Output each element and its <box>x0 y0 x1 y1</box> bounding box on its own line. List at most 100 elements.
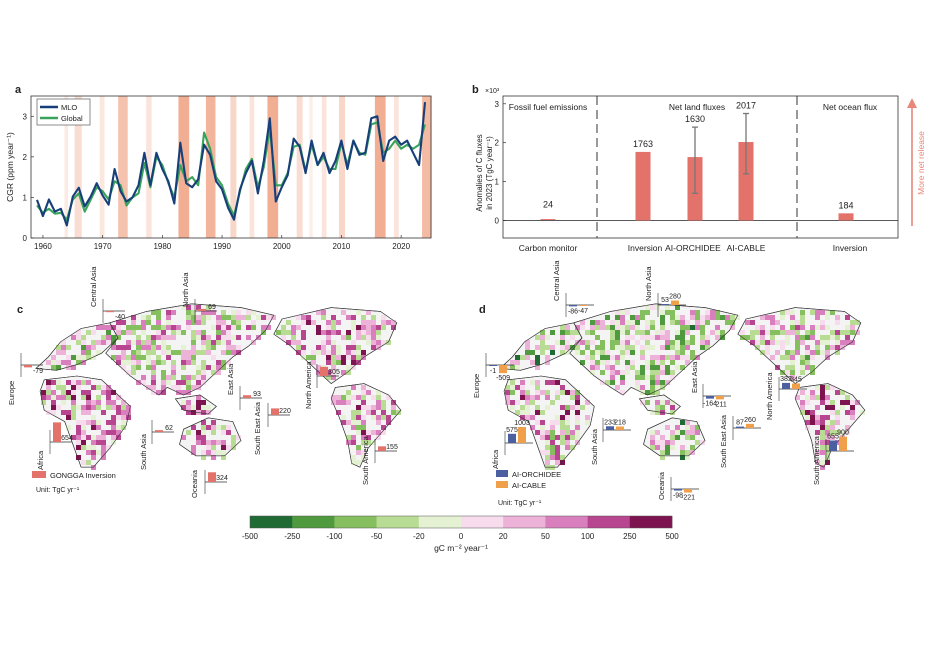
flux-cell <box>61 400 66 405</box>
flux-cell <box>226 345 231 350</box>
flux-cell <box>76 340 81 345</box>
flux-cell <box>186 310 191 315</box>
flux-cell <box>96 350 101 355</box>
flux-cell <box>525 340 530 345</box>
flux-cell <box>86 435 91 440</box>
flux-cell <box>820 415 825 420</box>
flux-cell <box>156 355 161 360</box>
colorbar-tick: -500 <box>242 532 259 541</box>
y-axis-label: CGR (ppm year⁻¹) <box>5 132 15 202</box>
flux-cell <box>321 315 326 320</box>
flux-cell <box>196 385 201 390</box>
flux-cell <box>161 380 166 385</box>
flux-cell <box>121 350 126 355</box>
flux-cell <box>545 455 550 460</box>
flux-cell <box>171 325 176 330</box>
flux-cell <box>645 400 650 405</box>
flux-cell <box>231 435 236 440</box>
flux-cell <box>111 425 116 430</box>
flux-cell <box>231 320 236 325</box>
flux-cell <box>625 340 630 345</box>
flux-cell <box>780 325 785 330</box>
flux-cell <box>286 320 291 325</box>
flux-cell <box>825 310 830 315</box>
flux-cell <box>850 330 855 335</box>
flux-cell <box>535 355 540 360</box>
flux-cell <box>535 390 540 395</box>
flux-cell <box>645 330 650 335</box>
flux-cell <box>86 380 91 385</box>
flux-cell <box>226 445 231 450</box>
flux-cell <box>830 310 835 315</box>
flux-cell <box>316 310 321 315</box>
flux-cell <box>316 350 321 355</box>
colorbar-tick: -100 <box>326 532 343 541</box>
flux-cell <box>645 325 650 330</box>
region-bar-label: -1 <box>490 368 496 375</box>
flux-cell <box>111 345 116 350</box>
flux-cell <box>690 435 695 440</box>
flux-cell <box>116 430 121 435</box>
flux-cell <box>366 330 371 335</box>
flux-cell <box>850 340 855 345</box>
flux-cell <box>326 350 331 355</box>
flux-cell <box>361 385 366 390</box>
flux-cell <box>540 350 545 355</box>
flux-cell <box>535 385 540 390</box>
flux-cell <box>71 415 76 420</box>
flux-cell <box>371 335 376 340</box>
flux-cell <box>341 335 346 340</box>
flux-cell <box>76 455 81 460</box>
flux-cell <box>81 460 86 465</box>
flux-cell <box>695 320 700 325</box>
flux-cell <box>580 320 585 325</box>
flux-cell <box>81 340 86 345</box>
flux-cell <box>86 410 91 415</box>
flux-cell <box>221 330 226 335</box>
flux-cell <box>351 455 356 460</box>
flux-cell <box>351 360 356 365</box>
flux-cell <box>221 425 226 430</box>
flux-cell <box>186 360 191 365</box>
flux-cell <box>236 335 241 340</box>
flux-cell <box>660 405 665 410</box>
flux-cell <box>381 410 386 415</box>
flux-cell <box>815 350 820 355</box>
flux-cell <box>151 360 156 365</box>
flux-cell <box>156 360 161 365</box>
flux-cell <box>665 450 670 455</box>
flux-cell <box>525 400 530 405</box>
flux-cell <box>665 425 670 430</box>
panel-letter: d <box>479 304 486 316</box>
flux-cell <box>46 390 51 395</box>
flux-cell <box>705 335 710 340</box>
flux-cell <box>66 360 71 365</box>
flux-cell <box>690 355 695 360</box>
flux-cell <box>261 315 266 320</box>
flux-cell <box>116 435 121 440</box>
region-bar <box>320 366 328 376</box>
flux-cell <box>186 305 191 310</box>
flux-cell <box>820 390 825 395</box>
flux-cell <box>361 435 366 440</box>
flux-cell <box>825 425 830 430</box>
flux-cell <box>540 450 545 455</box>
flux-cell <box>795 340 800 345</box>
flux-cell <box>585 345 590 350</box>
flux-cell <box>121 425 126 430</box>
flux-cell <box>191 330 196 335</box>
flux-cell <box>790 315 795 320</box>
y-tick-label: 0 <box>495 216 500 225</box>
flux-cell <box>71 435 76 440</box>
legend-swatch <box>32 471 46 478</box>
flux-cell <box>196 430 201 435</box>
flux-cell <box>191 385 196 390</box>
flux-cell <box>331 330 336 335</box>
flux-cell <box>141 375 146 380</box>
flux-cell <box>655 335 660 340</box>
flux-cell <box>86 345 91 350</box>
flux-cell <box>111 420 116 425</box>
flux-cell <box>550 440 555 445</box>
flux-cell <box>61 410 66 415</box>
flux-cell <box>540 345 545 350</box>
